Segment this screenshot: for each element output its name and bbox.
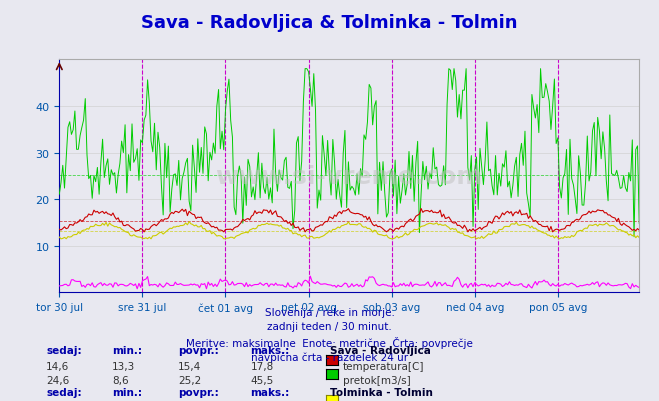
Text: 8,6: 8,6: [112, 375, 129, 385]
Text: Tolminka - Tolmin: Tolminka - Tolmin: [330, 387, 432, 397]
Text: sedaj:: sedaj:: [46, 387, 82, 397]
Text: Slovenija / reke in morje.
zadnji teden / 30 minut.
Meritve: maksimalne  Enote: : Slovenija / reke in morje. zadnji teden …: [186, 307, 473, 363]
Text: 14,6: 14,6: [46, 361, 69, 371]
Text: maks.:: maks.:: [250, 387, 290, 397]
Text: pretok[m3/s]: pretok[m3/s]: [343, 375, 411, 385]
Text: 45,5: 45,5: [250, 375, 273, 385]
Text: sedaj:: sedaj:: [46, 345, 82, 355]
Text: min.:: min.:: [112, 345, 142, 355]
Text: 15,4: 15,4: [178, 361, 201, 371]
Text: www.si-vreme.com: www.si-vreme.com: [215, 164, 483, 188]
Text: 13,3: 13,3: [112, 361, 135, 371]
Text: Sava - Radovljica: Sava - Radovljica: [330, 345, 430, 355]
Text: 24,6: 24,6: [46, 375, 69, 385]
Text: maks.:: maks.:: [250, 345, 290, 355]
Text: povpr.:: povpr.:: [178, 345, 219, 355]
Text: 17,8: 17,8: [250, 361, 273, 371]
Text: min.:: min.:: [112, 387, 142, 397]
Text: povpr.:: povpr.:: [178, 387, 219, 397]
Text: 25,2: 25,2: [178, 375, 201, 385]
Text: temperatura[C]: temperatura[C]: [343, 361, 424, 371]
Text: Sava - Radovljica & Tolminka - Tolmin: Sava - Radovljica & Tolminka - Tolmin: [141, 14, 518, 32]
